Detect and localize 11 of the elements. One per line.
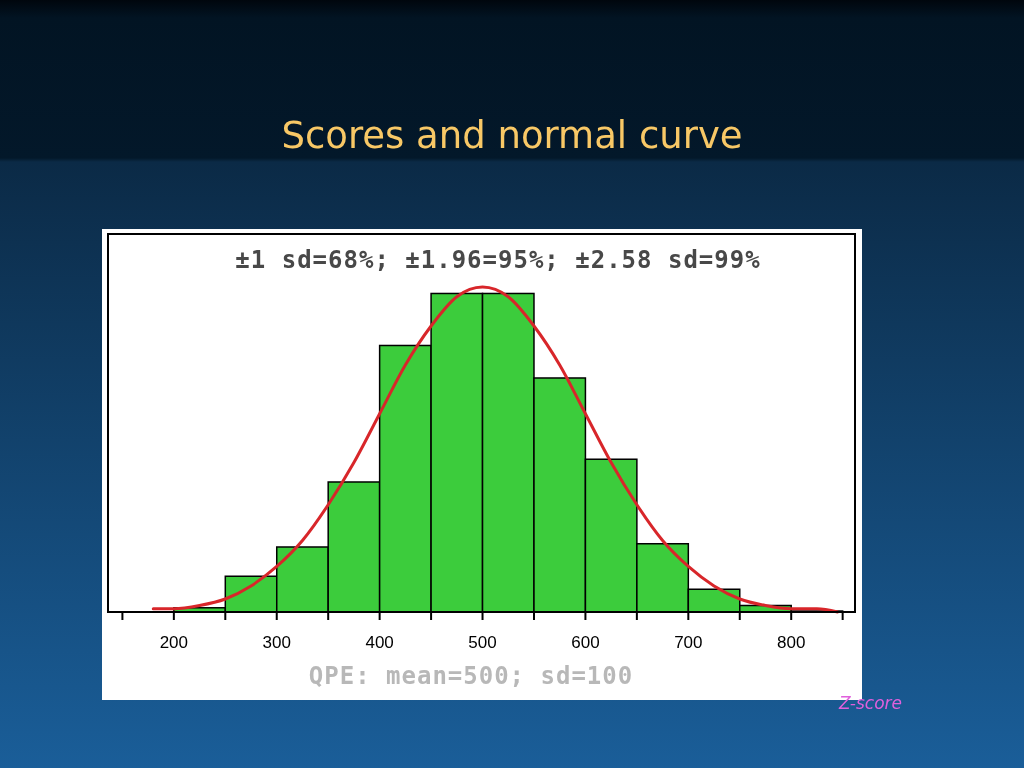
x-tick-label: 800	[777, 633, 806, 652]
x-tick-label: 300	[262, 633, 291, 652]
text: Z-score	[838, 693, 902, 713]
x-tick-label: 500	[468, 633, 497, 652]
chart-subtitle: ±1 sd=68%; ±1.96=95%; ±2.58 sd=99%	[235, 246, 761, 274]
x-tick-label: 700	[674, 633, 703, 652]
x-tick-label: 200	[159, 633, 189, 652]
x-tick-label: 400	[365, 633, 394, 652]
chart-title: Scores and normal curve	[281, 114, 743, 157]
x-axis-title: QPE: mean=500; sd=100	[308, 662, 634, 690]
x-tick-label: 600	[571, 633, 600, 652]
